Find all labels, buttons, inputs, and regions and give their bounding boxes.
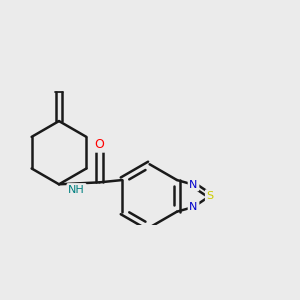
Text: N: N — [189, 202, 198, 212]
Text: S: S — [207, 191, 214, 201]
Text: O: O — [94, 138, 104, 151]
Text: NH: NH — [68, 185, 85, 195]
Text: N: N — [189, 180, 198, 190]
